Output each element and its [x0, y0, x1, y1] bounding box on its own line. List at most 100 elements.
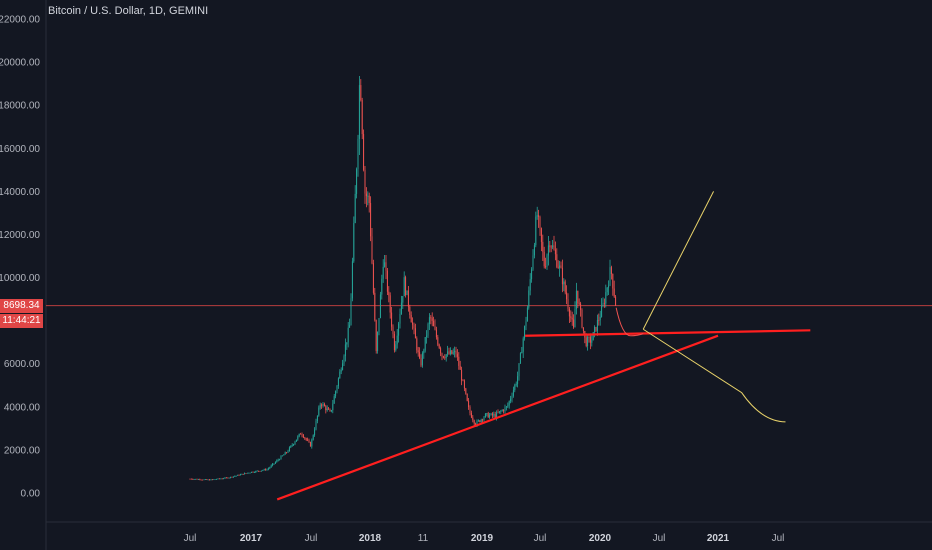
candle-body — [480, 419, 482, 422]
projection-curve[interactable] — [615, 307, 644, 337]
price-tick-label[interactable]: 6000.00 — [4, 359, 41, 370]
candle-body — [221, 478, 223, 480]
bar-countdown-badge: 11:44:21 — [0, 313, 43, 328]
price-tick-label[interactable]: 12000.00 — [0, 230, 40, 241]
candle-body — [195, 478, 197, 480]
candle-body — [211, 479, 213, 481]
horizontal-resistance-line[interactable] — [525, 329, 811, 337]
candle-body — [490, 413, 492, 416]
candle-body — [393, 334, 395, 351]
candle-body — [553, 245, 555, 250]
candle-body — [449, 350, 451, 355]
candle-body — [326, 408, 328, 411]
candle-body — [357, 138, 359, 170]
candle-body — [307, 439, 309, 441]
candle-body — [505, 406, 507, 408]
candle-body — [528, 290, 530, 308]
candle-body — [279, 459, 281, 461]
candle-body — [290, 445, 292, 448]
candle-body — [566, 292, 568, 300]
candle-body — [430, 317, 432, 319]
candle-body — [286, 452, 288, 454]
candle-body — [400, 302, 402, 315]
candle-body — [578, 303, 580, 305]
time-tick-label[interactable]: Jul — [305, 533, 318, 544]
time-tick-label[interactable]: Jul — [534, 533, 547, 544]
candle-body — [483, 417, 485, 421]
candle-body — [574, 308, 576, 328]
price-tick-label[interactable]: 16000.00 — [0, 144, 40, 155]
time-tick-label[interactable]: 11 — [418, 533, 429, 544]
candle-body — [252, 471, 254, 473]
candle-body — [414, 328, 416, 339]
candle-body — [550, 246, 552, 248]
candle-body — [335, 391, 337, 397]
candle-body — [498, 411, 500, 413]
time-tick-label[interactable]: Jul — [184, 533, 197, 544]
candle-body — [599, 316, 601, 321]
candle-body — [385, 262, 387, 271]
time-tick-label[interactable]: 2019 — [471, 533, 494, 544]
candle-body — [276, 460, 278, 463]
candle-body — [274, 462, 276, 464]
time-tick-label[interactable]: 2020 — [589, 533, 612, 544]
candle-body — [458, 356, 460, 366]
time-tick-label[interactable]: 2018 — [359, 533, 382, 544]
candle-body — [273, 463, 275, 465]
candle-body — [455, 350, 457, 355]
candle-body — [223, 478, 225, 480]
candle-body — [363, 134, 365, 170]
candle-body — [225, 477, 227, 479]
candle-body — [364, 169, 366, 194]
bear-projection-line[interactable] — [642, 328, 786, 423]
price-tick-label[interactable]: 10000.00 — [0, 273, 40, 284]
candle-body — [417, 350, 419, 353]
candle-body — [253, 472, 255, 473]
symbol-title[interactable]: Bitcoin / U.S. Dollar, 1D, GEMINI — [48, 5, 209, 17]
time-tick-label[interactable]: 2017 — [240, 533, 263, 544]
candle-body — [231, 476, 233, 478]
price-tick-label[interactable]: 4000.00 — [4, 402, 41, 413]
candle-body — [472, 417, 474, 421]
candle-body — [598, 320, 600, 321]
candle-body — [372, 263, 374, 293]
price-tick-label[interactable]: 18000.00 — [0, 101, 40, 112]
candle-body — [532, 255, 534, 270]
candle-body — [585, 337, 587, 346]
candle-body — [420, 357, 422, 366]
candle-body — [321, 404, 323, 406]
time-tick-label[interactable]: Jul — [653, 533, 666, 544]
candle-body — [545, 266, 547, 268]
candle-body — [386, 270, 388, 292]
candle-body — [538, 215, 540, 217]
candle-body — [332, 403, 334, 411]
candle-body — [230, 476, 232, 478]
price-tick-label[interactable]: 0.00 — [21, 489, 41, 500]
candle-body — [217, 478, 219, 480]
candle-body — [510, 398, 512, 402]
support-trendline[interactable] — [276, 334, 719, 501]
candle-body — [518, 363, 520, 377]
time-tick-label[interactable]: 2021 — [707, 533, 730, 544]
candle-body — [302, 435, 304, 438]
candle-body — [514, 384, 516, 391]
bull-projection-line[interactable] — [642, 191, 715, 330]
candle-body — [489, 415, 491, 418]
candle-body — [549, 245, 551, 247]
price-tick-label[interactable]: 14000.00 — [0, 187, 40, 198]
time-tick-label[interactable]: Jul — [772, 533, 785, 544]
price-tick-label[interactable]: 20000.00 — [0, 58, 40, 69]
candle-body — [192, 479, 194, 480]
candle-body — [309, 442, 311, 447]
candle-body — [375, 320, 377, 351]
candle-body — [539, 216, 541, 229]
price-tick-label[interactable]: 2000.00 — [4, 445, 41, 456]
candle-body — [507, 405, 509, 407]
candle-body — [581, 309, 583, 328]
candle-body — [522, 338, 524, 352]
candle-body — [519, 353, 521, 364]
price-tick-label[interactable]: 22000.00 — [0, 15, 40, 26]
candle-body — [333, 396, 335, 404]
